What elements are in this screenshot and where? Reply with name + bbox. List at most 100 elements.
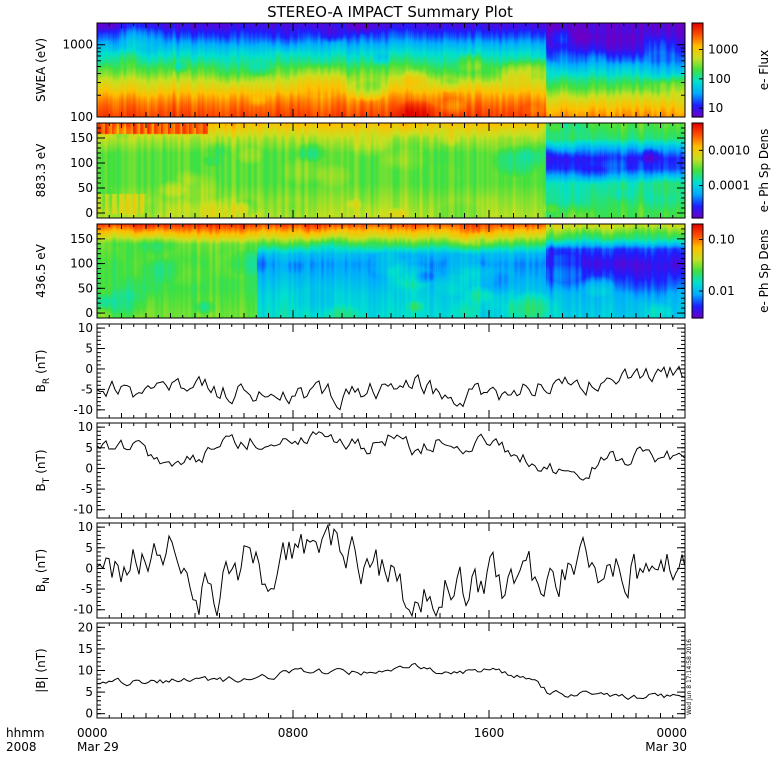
colorbar-label: e- Ph Sp Dens xyxy=(757,129,771,213)
colorbar-cell xyxy=(692,157,703,161)
colorbar-cell xyxy=(692,153,703,156)
colorbar-cell xyxy=(692,239,703,242)
colorbar-cell xyxy=(692,275,703,278)
colorbar-cell xyxy=(692,292,703,296)
colorbar-label: e- Ph Sp Dens xyxy=(757,229,771,313)
colorbar-frame xyxy=(691,22,704,118)
colorbar-cell xyxy=(692,278,703,281)
colorbar-cell xyxy=(692,286,703,289)
colorbar-cell xyxy=(692,79,703,82)
colorbar-cell xyxy=(692,206,703,210)
colorbar-cell xyxy=(692,109,703,112)
colorbar-cell xyxy=(692,214,703,218)
y-tick-label: -10 xyxy=(73,403,93,417)
colorbar-cell xyxy=(692,98,703,101)
colorbar-tick-label: 0.10 xyxy=(708,233,735,247)
y-tick-label: 50 xyxy=(78,281,93,295)
y-tick-label: -5 xyxy=(81,382,93,396)
colorbar-cell xyxy=(692,68,703,71)
colorbar-cell xyxy=(692,274,703,277)
y-tick-label: -10 xyxy=(73,603,93,617)
colorbar-cell xyxy=(692,87,703,90)
panel-3: 0.01 0.10 e- Ph Sp Dens 0 50 100 150 436.5 eV xyxy=(34,223,771,320)
colorbar-cell xyxy=(692,38,703,41)
colorbar-cell xyxy=(692,101,703,104)
x-axis-year-label: 2008 xyxy=(6,740,37,754)
colorbar-cell xyxy=(692,297,703,300)
colorbar-cell xyxy=(692,172,703,175)
colorbar-cell xyxy=(692,106,703,109)
colorbar-cell xyxy=(692,145,703,148)
colorbar-cell xyxy=(692,82,703,85)
colorbar-cell xyxy=(692,184,703,187)
colorbar-cell xyxy=(692,130,703,134)
colorbar-cell xyxy=(692,26,703,29)
colorbar-cell xyxy=(692,296,703,299)
y-tick-label: 50 xyxy=(78,181,93,195)
colorbar-cell xyxy=(692,168,703,172)
colorbar-cell xyxy=(692,85,703,88)
colorbar-cell xyxy=(692,30,703,33)
colorbar-cell xyxy=(692,51,703,54)
colorbar-cell xyxy=(692,107,703,110)
panel-6: -10 -5 0 5 10 BN (nT) xyxy=(34,520,686,619)
colorbar-cell xyxy=(692,170,703,173)
colorbar-cell xyxy=(692,146,703,149)
colorbar-cell xyxy=(692,80,703,84)
colorbar-cell xyxy=(692,44,703,48)
colorbar-cell xyxy=(692,95,703,98)
y-label-main: B xyxy=(34,483,48,491)
colorbar-cell xyxy=(692,260,703,263)
x-tick-label: 0000 xyxy=(77,726,108,740)
colorbar-cell xyxy=(692,281,703,285)
colorbar-cell xyxy=(692,71,703,74)
colorbar-cell xyxy=(692,200,703,203)
y-axis-label: BT (nT) xyxy=(34,449,52,491)
y-axis-label: 436.5 eV xyxy=(34,243,48,298)
colorbar-cell xyxy=(692,250,703,253)
y-label-unit: (nT) xyxy=(34,549,48,573)
colorbar-cell xyxy=(692,151,703,154)
colorbar-cell xyxy=(692,73,703,76)
y-tick-label: -5 xyxy=(81,582,93,596)
colorbar-cell xyxy=(692,261,703,264)
colorbar-cell xyxy=(692,40,703,43)
colorbar-cell xyxy=(692,23,703,26)
colorbar-cell xyxy=(692,35,703,38)
colorbar-cell xyxy=(692,178,703,181)
panel-5: -10 -5 0 5 10 BT (nT) xyxy=(34,420,686,519)
colorbar-cell xyxy=(692,24,703,27)
colorbar-tick-label: 1000 xyxy=(708,42,739,56)
colorbar-cell xyxy=(692,238,703,241)
colorbar-cell xyxy=(692,288,703,291)
colorbar-cell xyxy=(692,192,703,195)
colorbar-cell xyxy=(692,266,703,269)
y-tick-label: 0 xyxy=(85,306,93,320)
y-tick-label: 0 xyxy=(85,362,93,376)
y-axis-label: BR (nT) xyxy=(34,350,52,393)
colorbar-cell xyxy=(692,138,703,142)
colorbar-cell xyxy=(692,247,703,250)
colorbar-cell xyxy=(692,228,703,231)
colorbar-cell xyxy=(692,135,703,138)
y-label-main: B xyxy=(34,584,48,592)
colorbar-cell xyxy=(692,167,703,170)
colorbar-cell xyxy=(692,173,703,176)
colorbar-cell xyxy=(692,59,703,62)
y-tick-label: 1000 xyxy=(62,38,93,52)
colorbar-cell xyxy=(692,285,703,288)
heatmap-image xyxy=(97,224,685,318)
colorbar-cell xyxy=(692,252,703,255)
colorbar-cell xyxy=(692,245,703,249)
colorbar-frame xyxy=(691,223,704,319)
x-tick-label: 0800 xyxy=(278,726,309,740)
colorbar-cell xyxy=(692,90,703,93)
colorbar-frame xyxy=(691,122,704,219)
y-tick-label: 15 xyxy=(78,642,93,656)
y-tick-label: -5 xyxy=(81,482,93,496)
colorbar-cell xyxy=(692,156,703,159)
colorbar-cell xyxy=(692,159,703,162)
plot-title: STEREO-A IMPACT Summary Plot xyxy=(267,3,513,21)
colorbar-cell xyxy=(692,43,703,46)
